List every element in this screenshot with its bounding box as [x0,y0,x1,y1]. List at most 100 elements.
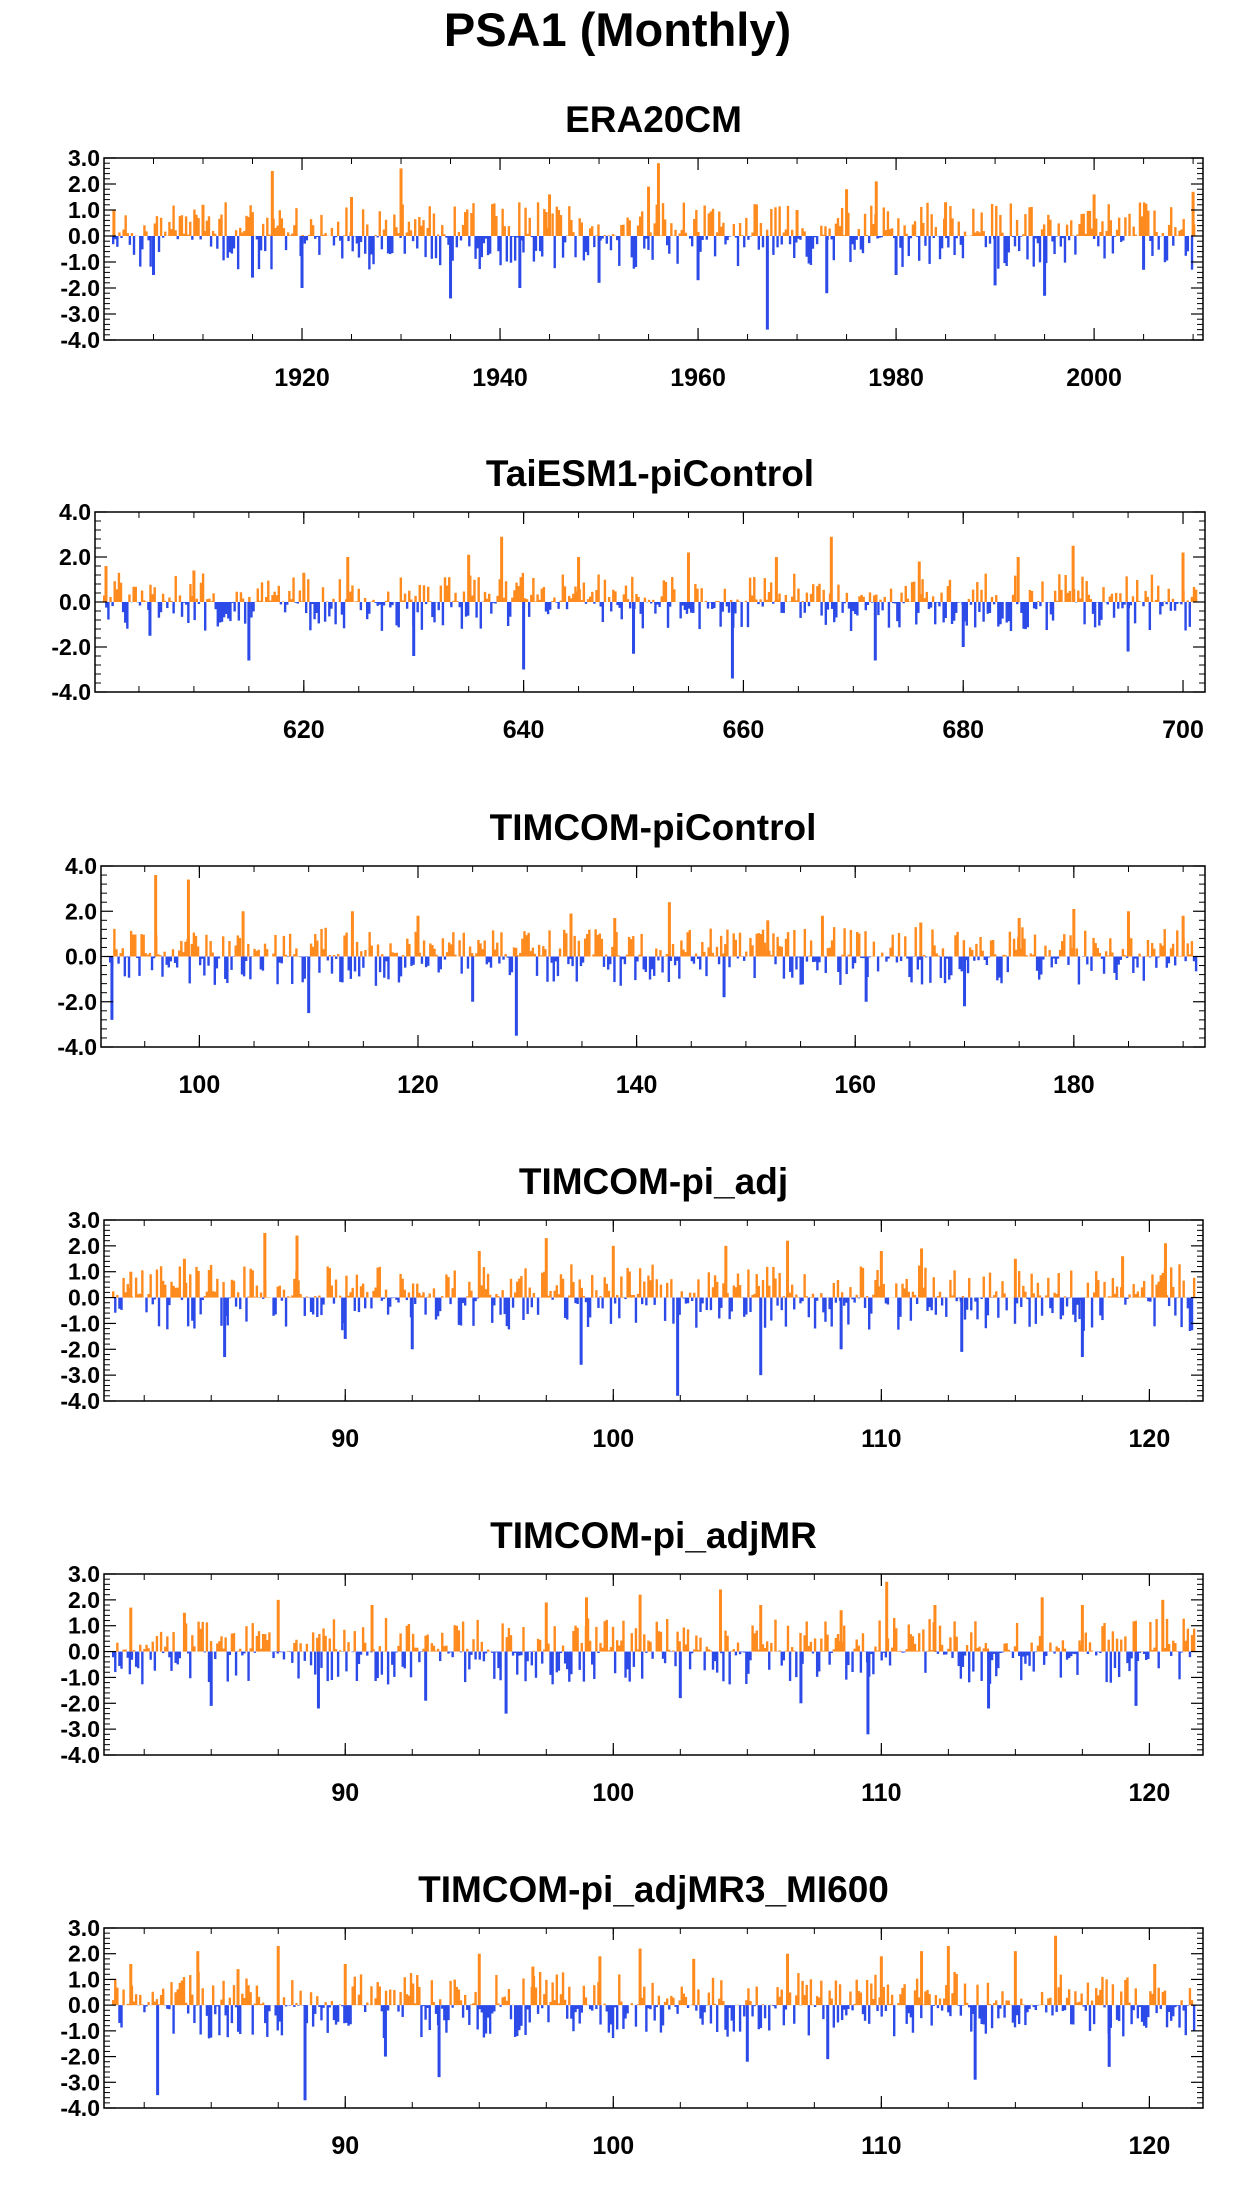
x-tick-label: 110 [861,2132,901,2160]
y-tick-label: 0.0 [68,223,100,249]
x-tick-label: 90 [331,2132,359,2160]
y-tick-label: -2.0 [51,634,91,660]
data-bar [598,236,601,283]
data-bar [304,2005,307,2100]
y-tick-label: 0.0 [68,1992,100,2018]
y-tick-label: 0.0 [59,589,91,615]
data-bar [110,957,113,1020]
data-bar [1121,1256,1124,1297]
panel-title: ERA20CM [565,99,742,140]
x-tick-label: 640 [503,716,545,744]
data-bar [247,602,250,661]
plot-frame [104,1574,1203,1755]
figure-title: PSA1 (Monthly) [0,2,1235,57]
data-bar [515,957,518,1036]
data-bar [471,957,474,1002]
data-bar [548,194,551,236]
data-bar [1072,546,1075,602]
data-bar [505,1652,508,1714]
data-bar [830,537,833,602]
data-bar [866,1652,869,1735]
data-bar [692,1959,695,2005]
y-tick-label: 2.0 [68,1941,100,1967]
x-tick-label: 90 [331,1425,359,1453]
data-bar [880,1956,883,2005]
data-bar [350,197,353,236]
data-bar [152,236,155,275]
data-bar [613,918,616,956]
data-bar [775,557,778,602]
data-bar [449,236,452,298]
x-tick-label: 110 [861,1425,901,1453]
y-tick-label: 1.0 [68,197,100,223]
data-bar [580,1298,583,1365]
data-bar [202,205,205,236]
data-bar [724,1246,727,1298]
data-bar [371,1605,374,1652]
x-tick-label: 160 [834,1071,876,1099]
y-tick-label: -2.0 [60,275,100,301]
data-bar [944,202,947,236]
data-bar [840,1298,843,1350]
data-bar [697,236,700,280]
data-bar [1127,911,1130,956]
data-bar [962,602,965,647]
data-bar [1134,1652,1137,1706]
x-tick-label: 620 [283,716,325,744]
y-tick-label: -3.0 [60,2069,100,2095]
data-bar [1182,916,1185,957]
y-tick-label: -1.0 [60,1310,100,1336]
data-bar [129,1608,132,1652]
data-bar [1043,236,1046,296]
data-bar [1014,1951,1017,2005]
y-tick-label: 1.0 [68,1966,100,1992]
data-bar [344,1964,347,2005]
data-bar [1072,909,1075,957]
data-bar [987,1652,990,1709]
x-tick-label: 120 [1129,1779,1171,1807]
data-bar [277,1946,280,2005]
data-bar [1081,1605,1084,1652]
data-bar [1081,1298,1084,1357]
data-bar [1093,194,1096,236]
data-bar [271,171,274,236]
data-bar [148,602,151,636]
data-bar [1142,236,1145,270]
x-tick-label: 100 [592,1779,634,1807]
x-tick-label: 120 [1129,2132,1171,2160]
data-bar [845,189,848,236]
y-tick-label: -2.0 [60,1336,100,1362]
data-bar [295,1236,298,1298]
data-bar [895,236,898,275]
data-bar [1018,918,1021,956]
data-bar [438,2005,441,2077]
y-tick-label: 1.0 [68,1259,100,1285]
data-bar [840,1610,843,1651]
data-bar [1192,192,1195,236]
panel-6: TIMCOM-pi_adjMR3_MI6003.02.01.00.0-1.0-2… [60,1869,1203,2160]
x-tick-label: 100 [592,1425,634,1453]
data-bar [920,1951,923,2005]
y-tick-label: 3.0 [68,1915,100,1941]
data-bar [263,1233,266,1298]
y-tick-label: 2.0 [65,898,97,924]
bar-texture [112,1972,1195,2038]
y-tick-label: 4.0 [59,499,91,525]
data-bar [545,1238,548,1297]
y-tick-label: -4.0 [51,679,91,705]
y-tick-label: -2.0 [60,1690,100,1716]
data-bar [679,1652,682,1699]
panel-title: TaiESM1-piControl [486,453,814,494]
data-bar [531,1967,534,2006]
y-tick-label: -3.0 [60,1362,100,1388]
data-bar [1182,553,1185,603]
data-bar [242,911,245,956]
data-bar [759,1298,762,1376]
data-bar [351,911,354,956]
y-tick-label: -4.0 [60,327,100,353]
x-tick-label: 100 [179,1071,221,1099]
data-bar [237,1969,240,2005]
